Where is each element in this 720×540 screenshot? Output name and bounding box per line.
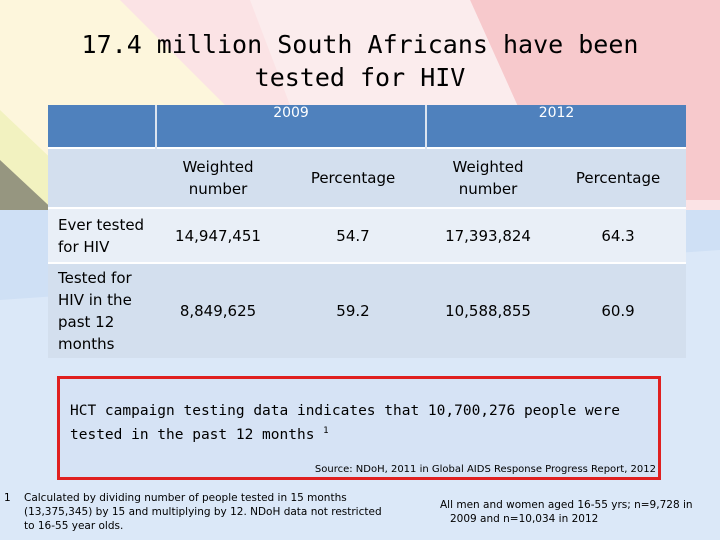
footnote-number: 1 — [4, 492, 11, 504]
cell-percentage-2012: 64.3 — [550, 207, 687, 263]
cell-weighted-2012: 10,588,855 — [426, 262, 551, 358]
column-header-row: Weighted number Percentage Weighted numb… — [48, 147, 687, 208]
table-row: Ever tested for HIV 14,947,451 54.7 17,3… — [48, 207, 687, 263]
header-corner-cell — [48, 105, 157, 148]
cell-weighted-2009: 14,947,451 — [156, 207, 280, 263]
column-header-percentage-2012: Percentage — [550, 147, 687, 208]
source-citation: Source: NDoH, 2011 in Global AIDS Respon… — [314, 464, 656, 475]
cell-percentage-2009: 59.2 — [280, 262, 427, 358]
year-header-2012: 2012 — [426, 105, 687, 148]
row-label: Tested for HIV in the past 12 months — [48, 262, 156, 358]
sample-note-text: All men and women aged 16-55 yrs; n=9,72… — [440, 499, 693, 525]
cell-percentage-2012: 60.9 — [550, 262, 687, 358]
column-header-blank — [48, 147, 156, 208]
footnote-1: 1 Calculated by dividing number of peopl… — [4, 491, 394, 533]
footnote-marker: 1 — [323, 426, 329, 436]
column-header-percentage-2009: Percentage — [280, 147, 427, 208]
hiv-testing-table: 2009 2012 Weighted number Percentage Wei… — [48, 105, 687, 358]
callout-box: HCT campaign testing data indicates that… — [57, 376, 661, 480]
callout-text: HCT campaign testing data indicates that… — [70, 401, 660, 445]
year-header-row: 2009 2012 — [48, 105, 687, 148]
cell-weighted-2009: 8,849,625 — [156, 262, 280, 358]
footnote-text: Calculated by dividing number of people … — [24, 492, 382, 532]
page-title: 17.4 million South Africans have been te… — [81, 30, 639, 92]
cell-weighted-2012: 17,393,824 — [426, 207, 551, 263]
cell-percentage-2009: 54.7 — [280, 207, 427, 263]
callout-statement: HCT campaign testing data indicates that… — [70, 403, 620, 443]
sample-note: All men and women aged 16-55 yrs; n=9,72… — [440, 498, 716, 526]
table-row: Tested for HIV in the past 12 months 8,8… — [48, 262, 687, 358]
year-header-2009: 2009 — [156, 105, 428, 148]
column-header-weighted-2012: Weighted number — [426, 147, 551, 208]
row-label: Ever tested for HIV — [48, 207, 156, 263]
column-header-weighted-2009: Weighted number — [156, 147, 280, 208]
